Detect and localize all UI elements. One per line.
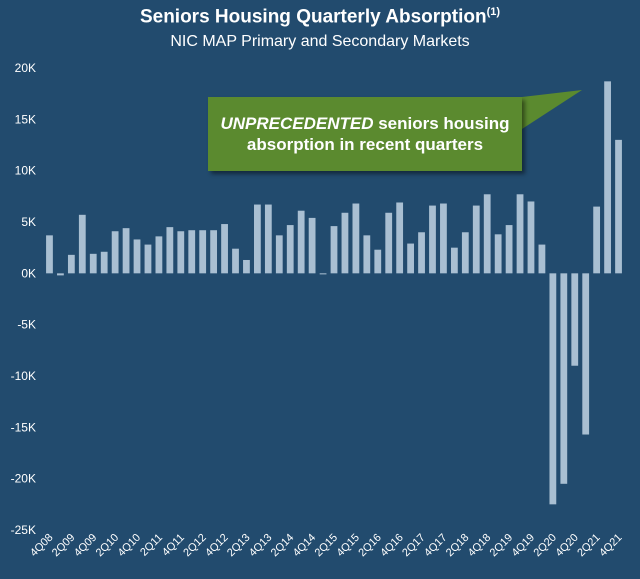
y-tick-label: -20K [11, 472, 36, 486]
y-axis: 20K 15K 10K 5K 0K -5K -10K -15K -20K -25K [11, 61, 36, 537]
bar [57, 273, 64, 276]
bar [494, 234, 502, 274]
title-footnote-marker: (1) [486, 6, 501, 18]
bar [418, 232, 425, 274]
bar [243, 259, 250, 274]
bar [330, 226, 338, 274]
bar [188, 230, 196, 274]
bar [221, 224, 228, 274]
bar [549, 273, 557, 505]
bar [472, 205, 480, 274]
bar [407, 243, 414, 274]
callout-box: UNPRECEDENTED seniors housing absorption… [208, 97, 522, 171]
bar [374, 249, 382, 274]
y-tick-label: -25K [11, 523, 36, 537]
bar [308, 217, 316, 274]
bar [527, 201, 535, 274]
bar [560, 273, 568, 484]
chart-subtitle: NIC MAP Primary and Secondary Markets [170, 33, 470, 50]
bars [46, 81, 622, 505]
bar [505, 225, 513, 274]
callout-line-1: UNPRECEDENTED seniors housing [220, 113, 509, 134]
bar [89, 253, 97, 274]
bar [133, 239, 141, 274]
y-tick-label: 20K [15, 61, 36, 75]
bar [122, 228, 130, 274]
bar [155, 236, 163, 274]
bar [199, 230, 207, 274]
y-tick-label: 0K [21, 266, 36, 280]
bar [593, 206, 601, 274]
y-tick-label: -5K [17, 318, 36, 332]
bar [538, 244, 546, 274]
bar [166, 227, 174, 274]
chart-title: Seniors Housing Quarterly Absorption(1) [139, 6, 501, 28]
bar [100, 251, 108, 274]
bar [571, 273, 579, 366]
bar [297, 210, 305, 274]
bar [363, 235, 371, 274]
bar [177, 231, 185, 274]
bar [319, 273, 327, 275]
y-tick-label: 5K [21, 215, 36, 229]
callout-emphasis: UNPRECEDENTED [220, 114, 374, 133]
bar [232, 248, 239, 274]
y-tick-label: 15K [15, 112, 36, 126]
bar [582, 273, 590, 435]
y-tick-label: -10K [11, 369, 36, 383]
bar [516, 194, 524, 274]
bar [615, 139, 622, 274]
bar [144, 244, 152, 274]
bar [111, 231, 119, 274]
bar [385, 212, 393, 274]
bar [429, 205, 436, 274]
bar [46, 235, 53, 274]
bar [210, 230, 218, 274]
bar [78, 214, 86, 274]
bar [396, 202, 404, 274]
bar [440, 203, 447, 274]
bar [483, 194, 491, 274]
y-tick-label: 10K [15, 164, 36, 178]
bar [352, 203, 360, 274]
bar [450, 247, 458, 274]
bar [254, 204, 261, 274]
bar [604, 81, 611, 274]
callout-line-1-rest: seniors housing [373, 114, 510, 133]
bar [264, 204, 272, 274]
bar [286, 225, 294, 274]
bar [461, 232, 469, 274]
bar [275, 235, 283, 274]
bar [67, 254, 75, 274]
bar [341, 212, 349, 274]
callout-line-2: absorption in recent quarters [246, 135, 484, 154]
y-tick-label: -15K [11, 420, 36, 434]
